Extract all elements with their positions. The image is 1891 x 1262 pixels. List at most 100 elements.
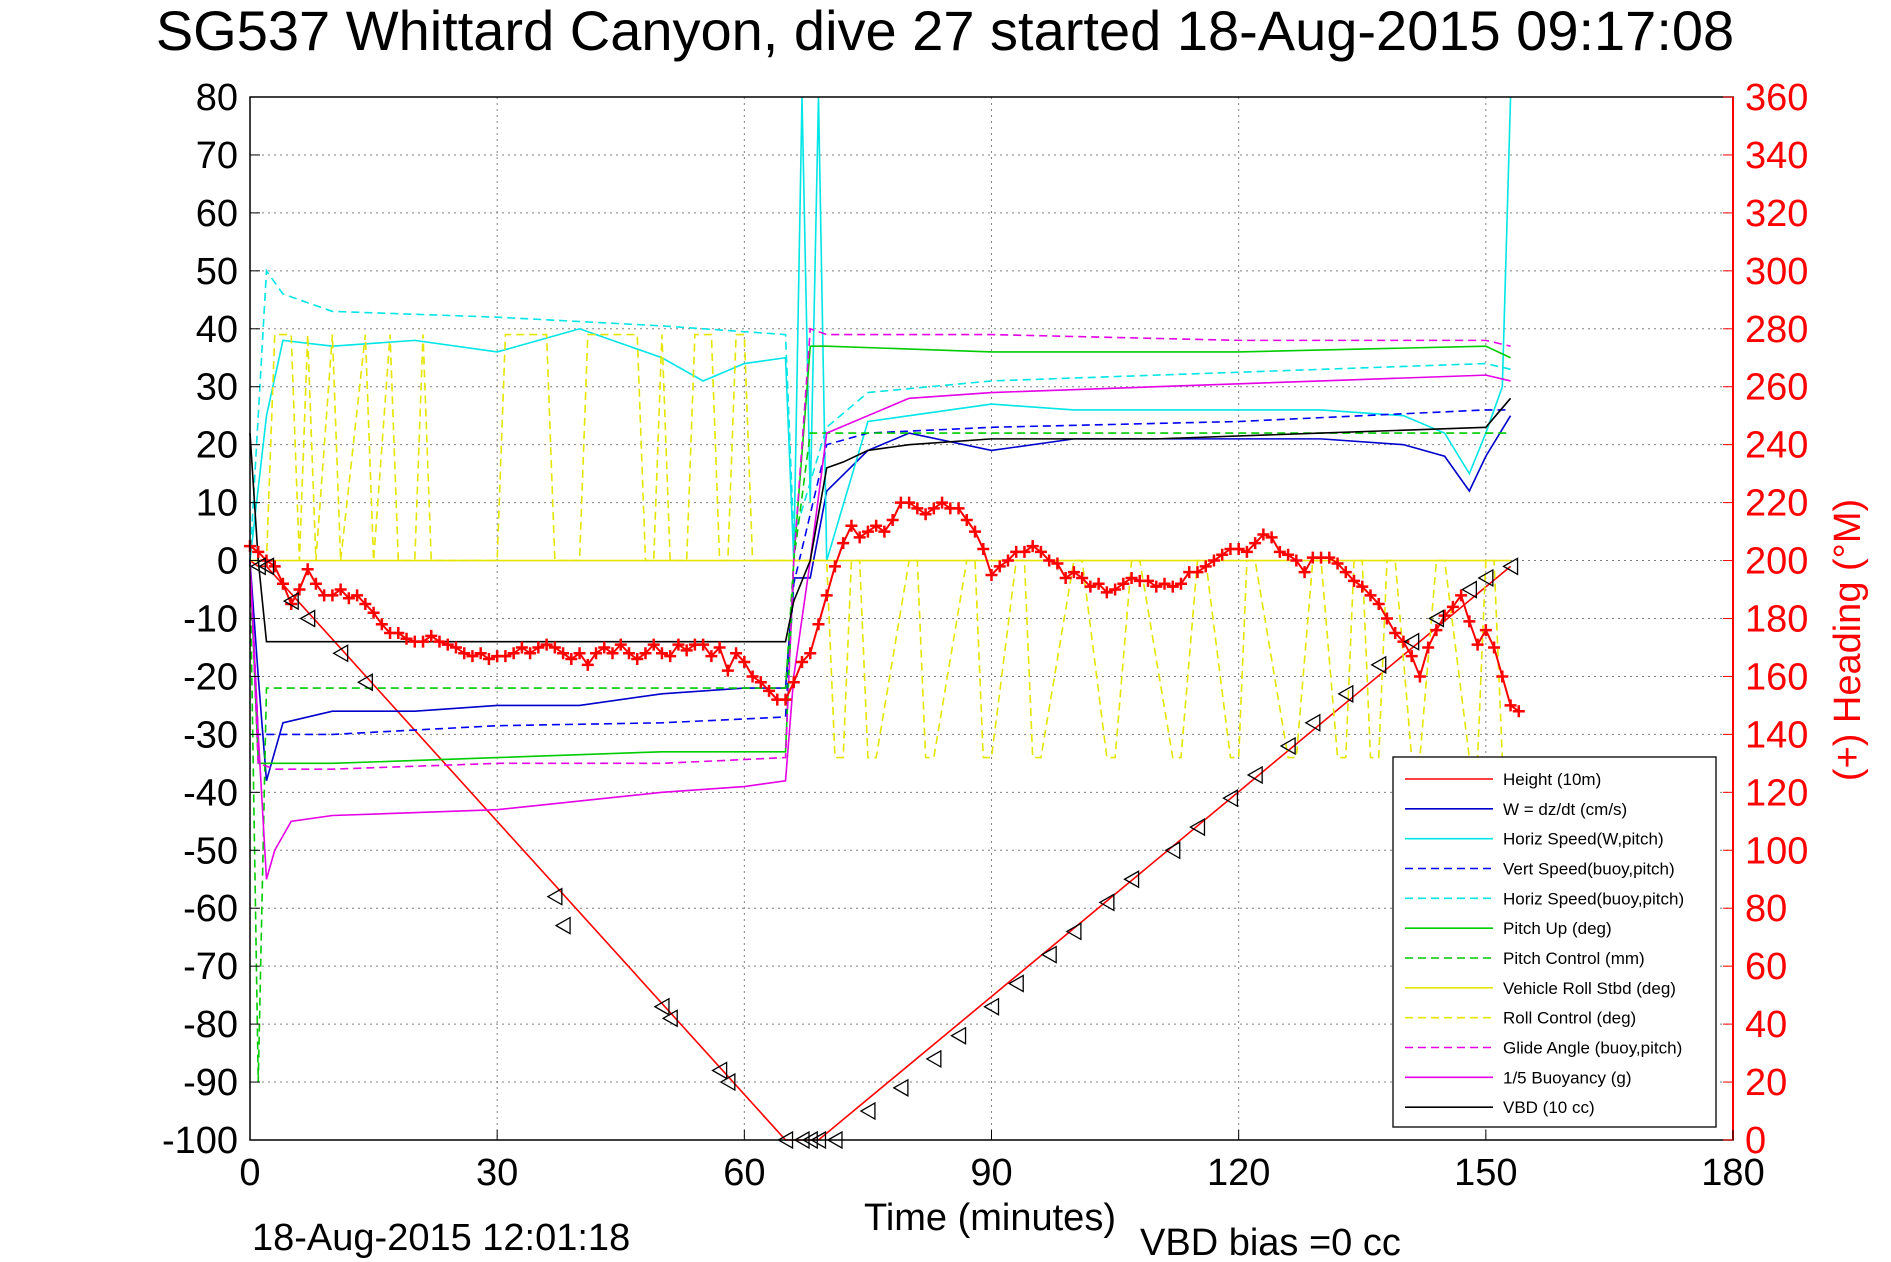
heading-point bbox=[1496, 670, 1509, 683]
heading-point bbox=[268, 560, 281, 573]
x-tick-label: 30 bbox=[476, 1152, 518, 1194]
heading-point bbox=[1323, 551, 1336, 564]
heading-point bbox=[1199, 560, 1212, 573]
legend-label: Vehicle Roll Stbd (deg) bbox=[1503, 979, 1676, 998]
series-line bbox=[249, 268, 1511, 561]
right-tick-label: 340 bbox=[1745, 135, 1808, 177]
heading-point bbox=[1018, 545, 1031, 558]
heading-point bbox=[1290, 554, 1303, 567]
depth-marker bbox=[950, 1026, 967, 1045]
right-tick-label: 80 bbox=[1745, 888, 1787, 930]
series-line bbox=[250, 333, 1511, 759]
right-tick-label: 220 bbox=[1745, 483, 1808, 525]
y-tick-label: -20 bbox=[183, 656, 238, 698]
series-line bbox=[249, 327, 1511, 770]
depth-marker bbox=[719, 1072, 736, 1092]
depth-marker bbox=[282, 591, 299, 611]
depth-marker bbox=[892, 1078, 909, 1097]
heading-point bbox=[828, 560, 841, 573]
right-tick-label: 20 bbox=[1745, 1062, 1787, 1104]
heading-point bbox=[1216, 548, 1229, 561]
heading-point bbox=[1158, 577, 1171, 590]
heading-point bbox=[812, 618, 825, 631]
heading-point bbox=[664, 650, 677, 663]
footer-timestamp: 18-Aug-2015 12:01:18 bbox=[252, 1217, 630, 1259]
legend-label: Pitch Control (mm) bbox=[1503, 949, 1645, 968]
heading-point bbox=[1232, 542, 1245, 555]
heading-point bbox=[746, 670, 759, 683]
legend-label: Glide Angle (buoy,pitch) bbox=[1503, 1039, 1682, 1058]
right-axis: 3603403203002802602402202001801601401201… bbox=[1723, 77, 1808, 1162]
heading-point bbox=[680, 644, 693, 657]
heading-point bbox=[375, 618, 388, 631]
heading-point bbox=[1117, 577, 1130, 590]
depth-marker bbox=[1123, 870, 1140, 889]
heading-point bbox=[1059, 571, 1072, 584]
heading-point bbox=[1380, 612, 1393, 625]
right-tick-label: 300 bbox=[1745, 251, 1808, 293]
depth-marker bbox=[1189, 817, 1206, 837]
right-tick-label: 60 bbox=[1745, 946, 1787, 988]
series-line bbox=[249, 432, 1511, 1083]
heading-point bbox=[301, 563, 314, 576]
legend-box bbox=[1392, 756, 1717, 1128]
depth-marker bbox=[1164, 841, 1181, 860]
heading-point bbox=[977, 542, 990, 555]
heading-point bbox=[713, 641, 726, 654]
heading-point bbox=[392, 626, 405, 639]
right-tick-label: 160 bbox=[1745, 656, 1808, 698]
depth-marker bbox=[1477, 568, 1494, 588]
heading-point bbox=[1471, 638, 1484, 651]
heading-point bbox=[1463, 615, 1476, 628]
heading-point bbox=[499, 650, 512, 663]
legend-label: Horiz Speed(W,pitch) bbox=[1503, 830, 1664, 849]
heading-point bbox=[1446, 600, 1459, 613]
heading-point bbox=[515, 641, 528, 654]
heading-point bbox=[853, 531, 866, 544]
heading-point bbox=[639, 647, 652, 660]
legend-label: W = dz/dt (cm/s) bbox=[1503, 800, 1627, 819]
heading-point bbox=[1422, 641, 1435, 654]
bottom-axis: 0 30 60 90 120 150 180 bbox=[239, 1130, 1765, 1194]
heading-point bbox=[1282, 548, 1295, 561]
heading-point bbox=[474, 647, 487, 660]
heading-point bbox=[400, 632, 413, 645]
left-axis: 80 70 60 50 40 30 20 10 0 -10 -20 -30 -40 -50 -60 -70 -8… bbox=[162, 77, 260, 1162]
heading-point bbox=[1348, 574, 1361, 587]
heading-point bbox=[1372, 598, 1385, 611]
legend: Height (10m) W = dz/dt (cm/s) Horiz Speed(… bbox=[1392, 756, 1717, 1128]
heading-point bbox=[1512, 705, 1525, 718]
heading-point bbox=[334, 583, 347, 596]
legend-label: VBD (10 cc) bbox=[1503, 1098, 1595, 1117]
depth-marker bbox=[546, 887, 563, 906]
heading-point bbox=[796, 655, 809, 668]
depth-marker bbox=[299, 609, 316, 628]
heading-point bbox=[540, 638, 553, 651]
right-tick-label: 120 bbox=[1745, 772, 1808, 814]
heading-point bbox=[1504, 699, 1517, 712]
legend-label: Horiz Speed(buoy,pitch) bbox=[1503, 889, 1684, 908]
heading-point bbox=[359, 598, 372, 611]
heading-point bbox=[763, 684, 776, 697]
depth-marker bbox=[983, 997, 1000, 1016]
y-tick-label: 70 bbox=[196, 135, 238, 177]
heading-point bbox=[524, 647, 537, 660]
depth-marker bbox=[925, 1049, 942, 1068]
depth-marker bbox=[554, 916, 571, 935]
heading-point bbox=[911, 502, 924, 515]
right-tick-label: 260 bbox=[1745, 367, 1808, 409]
heading-point bbox=[449, 641, 462, 654]
heading-point bbox=[1166, 580, 1179, 593]
heading-point bbox=[1026, 540, 1039, 553]
heading-point bbox=[309, 577, 322, 590]
right-tick-label: 320 bbox=[1745, 193, 1808, 235]
right-tick-label: 0 bbox=[1745, 1120, 1766, 1162]
heading-point bbox=[417, 635, 430, 648]
series-line bbox=[249, 415, 1512, 781]
y-tick-label: -70 bbox=[183, 946, 238, 988]
y-tick-label: -90 bbox=[183, 1062, 238, 1104]
heading-point bbox=[969, 525, 982, 538]
depth-marker bbox=[249, 557, 266, 576]
right-tick-label: 100 bbox=[1745, 830, 1808, 872]
